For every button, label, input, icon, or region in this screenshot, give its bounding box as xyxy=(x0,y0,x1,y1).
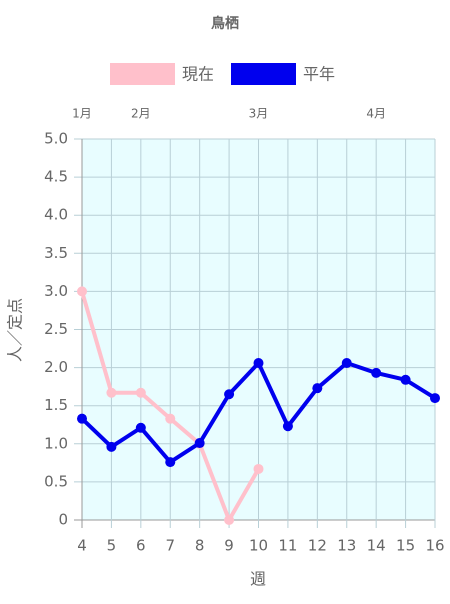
y-tick-label: 0 xyxy=(58,511,68,529)
y-tick-label: 0.5 xyxy=(44,472,68,490)
x-tick-label: 12 xyxy=(308,537,327,555)
series-point xyxy=(224,515,235,525)
series-point xyxy=(371,367,382,378)
y-tick-label: 4.5 xyxy=(44,168,68,186)
x-tick-label: 16 xyxy=(425,537,444,555)
top-tick-label: 1月 xyxy=(72,107,92,121)
x-tick-label: 14 xyxy=(367,537,386,555)
y-tick-label: 4.0 xyxy=(44,206,68,224)
series-point xyxy=(77,286,87,297)
x-tick-label: 13 xyxy=(337,537,356,555)
series-point xyxy=(135,387,146,398)
y-tick-label: 3.0 xyxy=(44,282,68,300)
series-point xyxy=(282,421,293,432)
x-tick-label: 4 xyxy=(77,537,87,555)
legend-swatch xyxy=(231,63,296,85)
series-point xyxy=(312,383,323,394)
series-point xyxy=(165,457,176,468)
x-tick-label: 11 xyxy=(278,537,297,555)
legend-label: 平年 xyxy=(303,65,335,84)
series-point xyxy=(400,374,411,385)
series-point xyxy=(135,422,146,433)
chart-title: 鳥栖 xyxy=(211,15,239,32)
top-tick-label: 4月 xyxy=(366,107,386,121)
top-tick-label: 3月 xyxy=(249,107,269,121)
x-tick-label: 8 xyxy=(195,537,205,555)
x-tick-label: 10 xyxy=(249,537,268,555)
series-point xyxy=(224,389,235,400)
series-point xyxy=(77,413,87,424)
legend-swatch xyxy=(110,63,175,85)
x-tick-label: 15 xyxy=(396,537,415,555)
y-tick-label: 2.0 xyxy=(44,358,68,376)
y-tick-label: 3.5 xyxy=(44,244,68,262)
x-tick-label: 5 xyxy=(107,537,117,555)
series-point xyxy=(106,441,117,452)
x-tick-label: 7 xyxy=(165,537,175,555)
top-tick-label: 2月 xyxy=(131,107,151,121)
y-tick-label: 1.5 xyxy=(44,396,68,414)
legend-label: 現在 xyxy=(182,65,214,84)
y-tick-label: 1.0 xyxy=(44,434,68,452)
y-axis-label: 人／定点 xyxy=(6,298,25,362)
series-point xyxy=(253,358,264,369)
series-point xyxy=(165,413,176,424)
series-point xyxy=(194,438,205,449)
series-point xyxy=(430,393,440,404)
x-tick-label: 6 xyxy=(136,537,146,555)
series-point xyxy=(253,463,264,474)
x-axis-label: 週 xyxy=(250,570,266,589)
x-tick-label: 9 xyxy=(224,537,234,555)
y-tick-label: 5.0 xyxy=(44,130,68,148)
series-point xyxy=(106,387,117,398)
series-point xyxy=(341,358,352,369)
y-tick-label: 2.5 xyxy=(44,320,68,338)
